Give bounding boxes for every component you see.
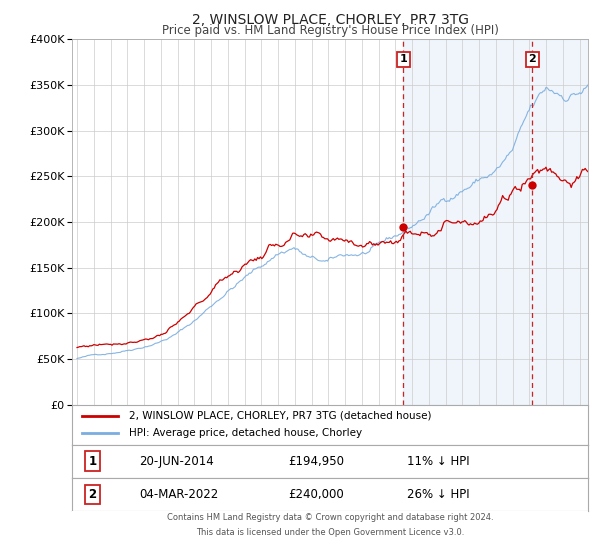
Text: 2, WINSLOW PLACE, CHORLEY, PR7 3TG: 2, WINSLOW PLACE, CHORLEY, PR7 3TG xyxy=(191,13,469,27)
Text: 26% ↓ HPI: 26% ↓ HPI xyxy=(407,488,470,501)
Text: 2: 2 xyxy=(89,488,97,501)
Text: This data is licensed under the Open Government Licence v3.0.: This data is licensed under the Open Gov… xyxy=(196,528,464,537)
Text: HPI: Average price, detached house, Chorley: HPI: Average price, detached house, Chor… xyxy=(129,428,362,438)
Text: 2, WINSLOW PLACE, CHORLEY, PR7 3TG (detached house): 2, WINSLOW PLACE, CHORLEY, PR7 3TG (deta… xyxy=(129,411,431,421)
Text: 1: 1 xyxy=(89,455,97,468)
Bar xyxy=(403,39,600,405)
Text: 1: 1 xyxy=(400,54,407,64)
Text: £240,000: £240,000 xyxy=(289,488,344,501)
Text: 04-MAR-2022: 04-MAR-2022 xyxy=(139,488,218,501)
Text: 2: 2 xyxy=(529,54,536,64)
Text: Contains HM Land Registry data © Crown copyright and database right 2024.: Contains HM Land Registry data © Crown c… xyxy=(167,513,493,522)
Text: 20-JUN-2014: 20-JUN-2014 xyxy=(139,455,214,468)
Text: Price paid vs. HM Land Registry's House Price Index (HPI): Price paid vs. HM Land Registry's House … xyxy=(161,24,499,38)
Text: 11% ↓ HPI: 11% ↓ HPI xyxy=(407,455,470,468)
Text: £194,950: £194,950 xyxy=(289,455,345,468)
